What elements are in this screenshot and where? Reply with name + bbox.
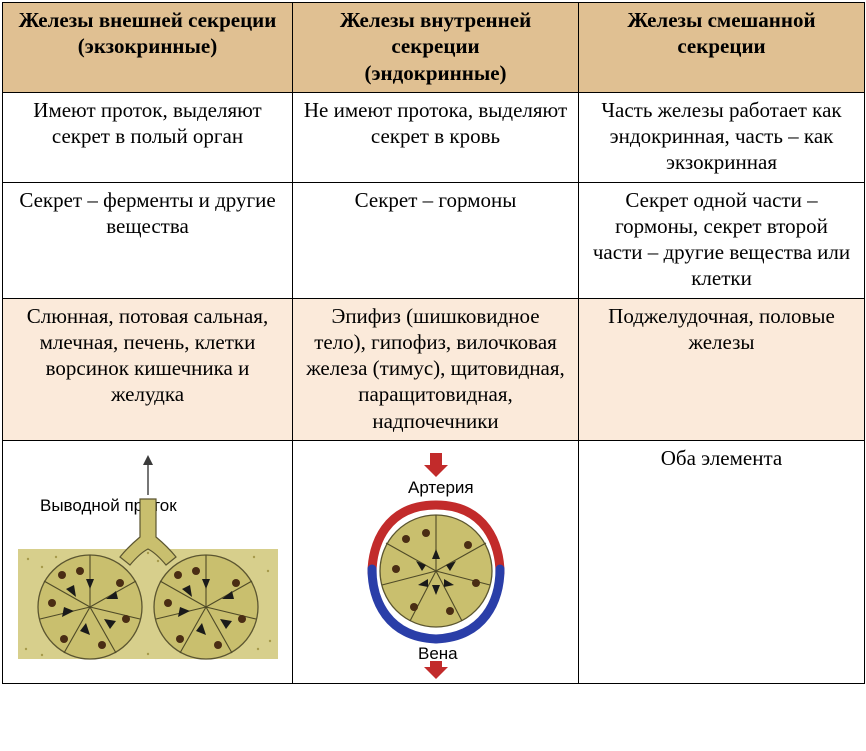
vein-label: Вена [418,644,458,663]
cell-r2c2: Секрет – гормоны [293,182,579,298]
artery-label: Артерия [408,478,474,497]
exocrine-gland-diagram: Выводной проток [8,449,288,679]
cell-exocrine-diagram: Выводной проток [3,440,293,683]
cell-r3c1-examples: Слюнная, потовая сальная, млечная, печен… [3,298,293,440]
table-row: Слюнная, потовая сальная, млечная, печен… [3,298,865,440]
header-exocrine: Железы внешней секреции(экзокринные) [3,3,293,93]
table-header-row: Железы внешней секреции(экзокринные) Жел… [3,3,865,93]
header-mixed: Железы смешанной секреции [579,3,865,93]
cell-r1c3: Часть железы работает как эндокринная, ч… [579,92,865,182]
cell-endocrine-diagram: Артерия [293,440,579,683]
endocrine-gland-diagram: Артерия [336,449,536,679]
cell-r3c3-examples: Поджелудочная, половые железы [579,298,865,440]
table-row: Имеют проток, выделяют секрет в полый ор… [3,92,865,182]
cell-mixed-diagram-text: Оба элемента [579,440,865,683]
cell-r3c2-examples: Эпифиз (шишковидное тело), гипофиз, вило… [293,298,579,440]
cell-r1c1: Имеют проток, выделяют секрет в полый ор… [3,92,293,182]
cell-r1c2: Не имеют протока, выделяют секрет в кров… [293,92,579,182]
duct-label: Выводной проток [40,496,177,515]
glands-comparison-table: Железы внешней секреции(экзокринные) Жел… [2,2,865,684]
cell-r2c1: Секрет – ферменты и другие вещества [3,182,293,298]
table-row: Выводной проток [3,440,865,683]
cell-r2c3: Секрет одной части – гормоны, секрет вто… [579,182,865,298]
header-endocrine: Железы внутренней секреции(эндокринные) [293,3,579,93]
table-row: Секрет – ферменты и другие вещества Секр… [3,182,865,298]
